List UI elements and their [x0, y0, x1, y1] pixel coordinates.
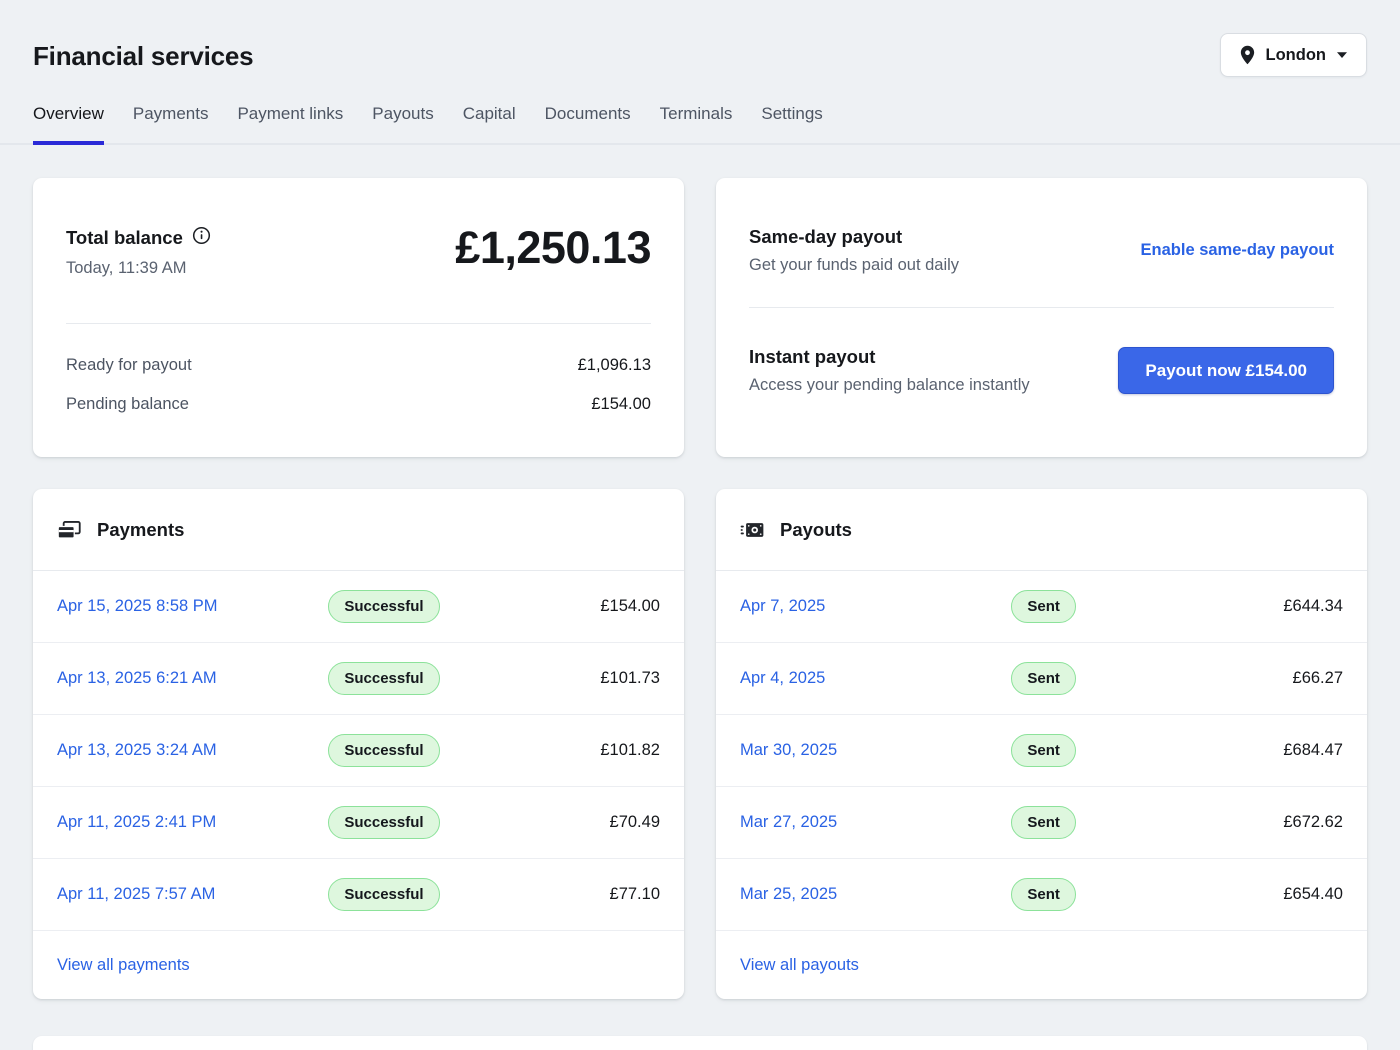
- payment-row: Apr 11, 2025 7:57 AM Successful £77.10: [33, 859, 684, 931]
- payout-status-badge: Sent: [1011, 590, 1076, 623]
- payment-date-link[interactable]: Apr 11, 2025 2:41 PM: [57, 813, 217, 831]
- payment-status-badge: Successful: [328, 878, 440, 911]
- payout-date-link[interactable]: Mar 30, 2025: [740, 741, 838, 759]
- same-day-payout-description: Get your funds paid out daily: [749, 256, 960, 274]
- payment-date-link[interactable]: Apr 11, 2025 7:57 AM: [57, 885, 216, 903]
- divider: [749, 307, 1334, 308]
- topbar: Financial services London: [33, 0, 1367, 77]
- payout-row: Apr 7, 2025 Sent £644.34: [716, 571, 1367, 643]
- payment-amount: £101.73: [600, 669, 660, 687]
- tab-payment-links[interactable]: Payment links: [237, 104, 344, 123]
- payments-card-footer: View all payments: [33, 931, 684, 999]
- payout-amount: £684.47: [1283, 741, 1343, 759]
- balance-timestamp: Today, 11:39 AM: [66, 259, 187, 277]
- payout-status-badge: Sent: [1011, 878, 1076, 911]
- payout-status-badge: Sent: [1011, 806, 1076, 839]
- payout-status-badge: Sent: [1011, 662, 1076, 695]
- payouts-card-title: Payouts: [780, 518, 852, 540]
- payout-amount: £672.62: [1283, 813, 1343, 831]
- payout-row: Mar 30, 2025 Sent £684.47: [716, 715, 1367, 787]
- tab-settings[interactable]: Settings: [761, 104, 823, 123]
- payment-status-badge: Successful: [328, 734, 440, 767]
- payout-options-card: Same-day payout Get your funds paid out …: [716, 178, 1367, 457]
- payment-amount: £77.10: [609, 885, 660, 903]
- payments-card-title: Payments: [97, 518, 185, 540]
- ready-for-payout-row: Ready for payout £1,096.13: [66, 356, 651, 375]
- payment-amount: £70.49: [609, 813, 660, 831]
- divider: [66, 323, 651, 324]
- payout-now-button[interactable]: Payout now £154.00: [1118, 347, 1334, 394]
- total-balance-amount: £1,250.13: [455, 222, 651, 273]
- enable-same-day-payout-link[interactable]: Enable same-day payout: [1140, 241, 1334, 259]
- payout-amount: £654.40: [1283, 885, 1343, 903]
- total-balance-card: Total balance Today, 11:39 AM £1,250.13 …: [33, 178, 684, 457]
- info-icon[interactable]: [192, 226, 211, 250]
- same-day-payout-section: Same-day payout Get your funds paid out …: [749, 226, 1334, 275]
- payouts-card-header: Payouts: [716, 489, 1367, 571]
- payout-status-badge: Sent: [1011, 734, 1076, 767]
- tab-bar: Overview Payments Payment links Payouts …: [0, 104, 1400, 145]
- instant-payout-description: Access your pending balance instantly: [749, 376, 1030, 394]
- payouts-card-footer: View all payouts: [716, 931, 1367, 999]
- payout-date-link[interactable]: Mar 27, 2025: [740, 813, 838, 831]
- banknote-send-icon: [740, 520, 764, 540]
- payout-date-link[interactable]: Apr 4, 2025: [740, 669, 826, 687]
- payout-date-link[interactable]: Apr 7, 2025: [740, 597, 826, 615]
- payment-date-link[interactable]: Apr 13, 2025 3:24 AM: [57, 741, 217, 759]
- payouts-card: Payouts Apr 7, 2025 Sent £644.34 Apr 4, …: [716, 489, 1367, 999]
- payout-row: Apr 4, 2025 Sent £66.27: [716, 643, 1367, 715]
- page-title: Financial services: [33, 41, 254, 71]
- view-all-payments-link[interactable]: View all payments: [57, 955, 190, 974]
- location-pin-icon: [1239, 45, 1256, 65]
- pending-balance-row: Pending balance £154.00: [66, 395, 651, 414]
- tab-capital[interactable]: Capital: [462, 104, 516, 123]
- next-section-card: [33, 1036, 1367, 1050]
- payment-row: Apr 11, 2025 2:41 PM Successful £70.49: [33, 787, 684, 859]
- location-label: London: [1265, 45, 1326, 64]
- tab-payouts[interactable]: Payouts: [372, 104, 434, 123]
- tab-overview[interactable]: Overview: [33, 104, 104, 145]
- tab-terminals[interactable]: Terminals: [659, 104, 733, 123]
- payments-card-header: Payments: [33, 489, 684, 571]
- payment-date-link[interactable]: Apr 13, 2025 6:21 AM: [57, 669, 217, 687]
- chevron-down-icon: [1336, 51, 1348, 59]
- payout-row: Mar 25, 2025 Sent £654.40: [716, 859, 1367, 931]
- payout-amount: £66.27: [1292, 669, 1343, 687]
- pending-balance-label: Pending balance: [66, 395, 189, 413]
- payment-row: Apr 15, 2025 8:58 PM Successful £154.00: [33, 571, 684, 643]
- pending-balance-value: £154.00: [591, 395, 651, 413]
- payment-amount: £101.82: [600, 741, 660, 759]
- payout-row: Mar 27, 2025 Sent £672.62: [716, 787, 1367, 859]
- total-balance-title: Total balance: [66, 227, 183, 248]
- cards-grid: Total balance Today, 11:39 AM £1,250.13 …: [33, 178, 1367, 999]
- payment-date-link[interactable]: Apr 15, 2025 8:58 PM: [57, 597, 218, 615]
- payout-date-link[interactable]: Mar 25, 2025: [740, 885, 838, 903]
- location-selector[interactable]: London: [1219, 33, 1367, 77]
- instant-payout-title: Instant payout: [749, 346, 876, 367]
- payment-row: Apr 13, 2025 6:21 AM Successful £101.73: [33, 643, 684, 715]
- tab-payments[interactable]: Payments: [132, 104, 209, 123]
- payout-amount: £644.34: [1283, 597, 1343, 615]
- ready-for-payout-value: £1,096.13: [577, 356, 651, 374]
- ready-for-payout-label: Ready for payout: [66, 356, 192, 374]
- payment-status-badge: Successful: [328, 806, 440, 839]
- payment-status-badge: Successful: [328, 662, 440, 695]
- payment-status-badge: Successful: [328, 590, 440, 623]
- payment-row: Apr 13, 2025 3:24 AM Successful £101.82: [33, 715, 684, 787]
- same-day-payout-title: Same-day payout: [749, 226, 903, 247]
- instant-payout-section: Instant payout Access your pending balan…: [749, 346, 1334, 395]
- payment-amount: £154.00: [600, 597, 660, 615]
- view-all-payouts-link[interactable]: View all payouts: [740, 955, 859, 974]
- tab-documents[interactable]: Documents: [544, 104, 631, 123]
- payments-card: Payments Apr 15, 2025 8:58 PM Successful…: [33, 489, 684, 999]
- credit-card-icon: [57, 519, 81, 541]
